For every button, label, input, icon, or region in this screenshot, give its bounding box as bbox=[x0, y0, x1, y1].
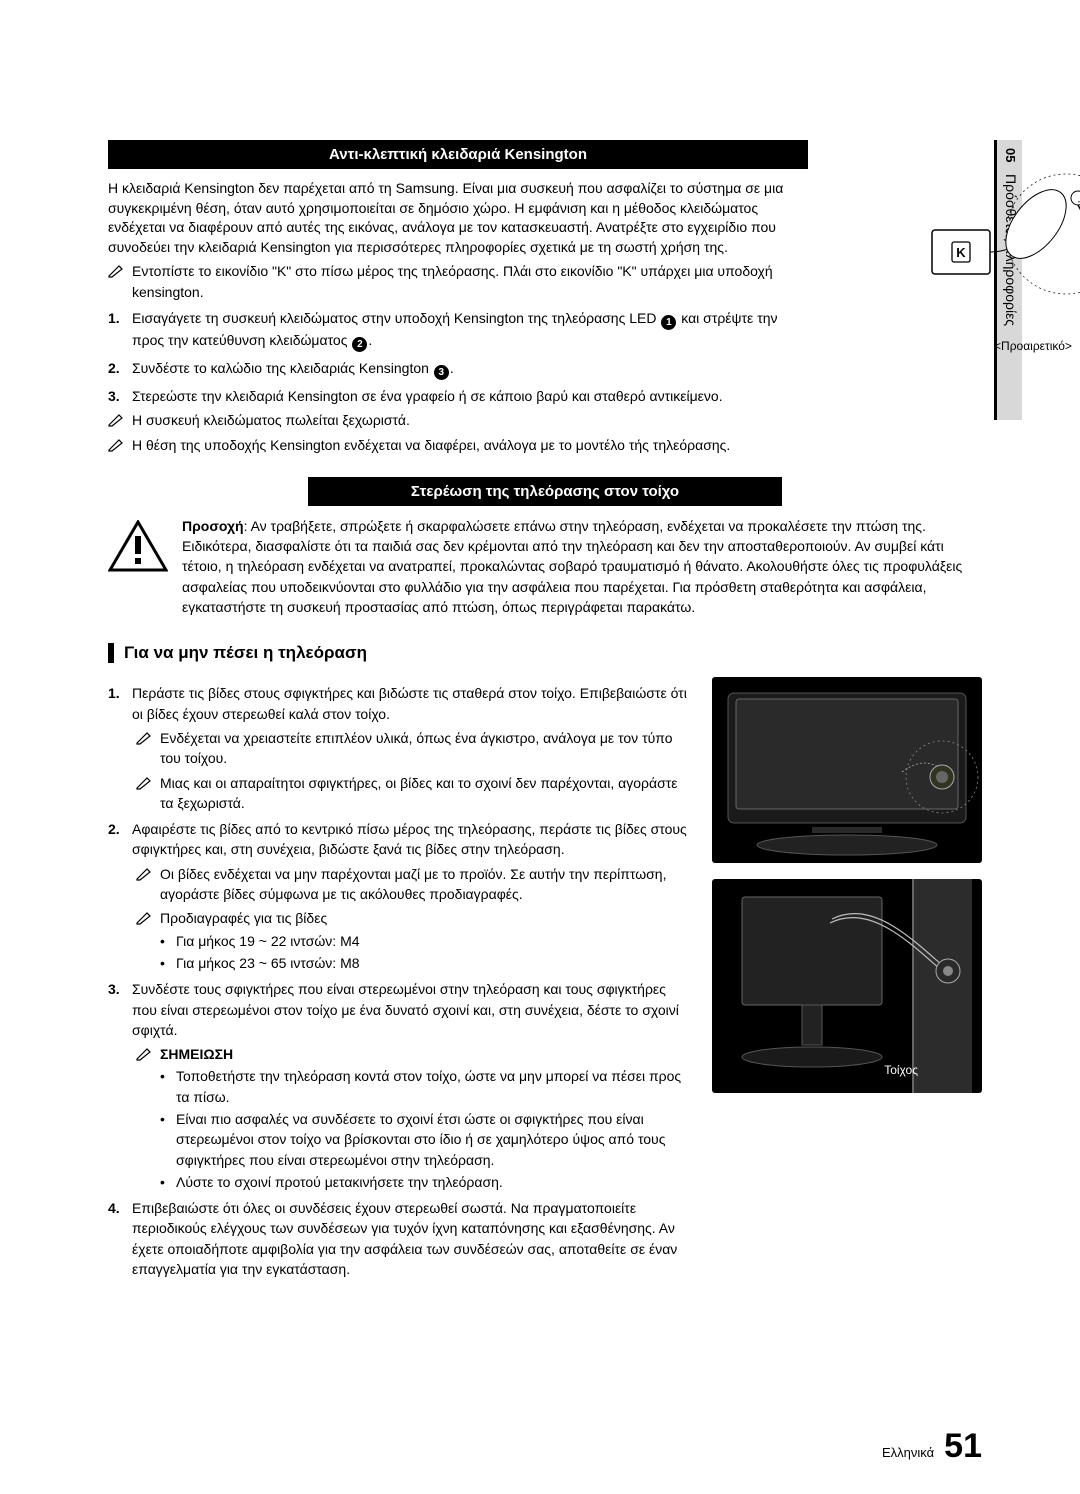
sec3-li2-n1: Οι βίδες ενδέχεται να μην παρέχονται μαζ… bbox=[160, 864, 692, 905]
sec1-li2: Συνδέστε το καλώδιο της κλειδαριάς Kensi… bbox=[132, 358, 454, 380]
sec1-note0: Εντοπίστε το εικονίδιο "K" στο πίσω μέρο… bbox=[132, 261, 808, 302]
sec3-n3-b1: Τοποθετήστε την τηλεόραση κοντά στον τοί… bbox=[176, 1066, 692, 1107]
sec3-li4: Επιβεβαιώστε ότι όλες οι συνδέσεις έχουν… bbox=[132, 1198, 692, 1279]
sec3-li1: Περάστε τις βίδες στους σφιγκτήρες και β… bbox=[132, 683, 692, 724]
sec3-li2: Αφαιρέστε τις βίδες από το κεντρικό πίσω… bbox=[132, 819, 692, 860]
svg-text:K: K bbox=[956, 245, 966, 260]
sec2-banner: Στερέωση της τηλεόρασης στον τοίχο bbox=[308, 477, 782, 506]
pen-icon bbox=[136, 773, 160, 814]
sec3-n3-b2: Είναι πιο ασφαλές να συνδέσετε το σχοινί… bbox=[176, 1109, 692, 1170]
sec1-li3: Στερεώστε την κλειδαριά Kensington σε έν… bbox=[132, 386, 723, 406]
bullet: • bbox=[160, 1109, 176, 1170]
sec3-li1-n2: Μιας και οι απαραίτητοι σφιγκτήρες, οι β… bbox=[160, 773, 692, 814]
pen-icon bbox=[136, 728, 160, 769]
list-num: 2. bbox=[108, 819, 132, 860]
list-num: 3. bbox=[108, 979, 132, 1040]
diagram-caption: <Προαιρετικό> bbox=[928, 339, 1080, 353]
page-footer: Ελληνικά 51 bbox=[882, 1427, 982, 1466]
pen-icon bbox=[136, 864, 160, 905]
pen-icon bbox=[108, 261, 132, 302]
sec1-li1: Εισαγάγετε τη συσκευή κλειδώματος στην υ… bbox=[132, 308, 808, 352]
sec3-li2-b1: Για μήκος 19 ~ 22 ιντσών: M4 bbox=[176, 931, 360, 951]
sec3-li2-b2: Για μήκος 23 ~ 65 ιντσών: M8 bbox=[176, 953, 360, 973]
list-num: 2. bbox=[108, 358, 132, 380]
sec1-note2: Η θέση της υποδοχής Kensington ενδέχεται… bbox=[132, 435, 730, 455]
pen-icon bbox=[136, 908, 160, 928]
tv-wall-diagram: Τοίχος bbox=[712, 879, 982, 1093]
sec3-title: Για να μην πέσει η τηλεόραση bbox=[108, 643, 982, 663]
bullet: • bbox=[160, 953, 176, 973]
page-number: 51 bbox=[944, 1427, 982, 1466]
list-num: 3. bbox=[108, 386, 132, 406]
sec1-banner: Αντι-κλεπτική κλειδαριά Kensington bbox=[108, 140, 808, 169]
sec3-li3: Συνδέστε τους σφιγκτήρες που είναι στερε… bbox=[132, 979, 692, 1040]
sec3-li1-n1: Ενδέχεται να χρειαστείτε επιπλέον υλικά,… bbox=[160, 728, 692, 769]
pen-icon bbox=[108, 410, 132, 430]
warning-text: Προσοχή: Αν τραβήξετε, σπρώξετε ή σκαρφα… bbox=[182, 516, 982, 617]
bullet: • bbox=[160, 1172, 176, 1192]
pen-icon bbox=[136, 1044, 160, 1064]
note-label: ΣΗΜΕΙΩΣΗ bbox=[160, 1044, 233, 1064]
sec1-note1: Η συσκευή κλειδώματος πωλείται ξεχωριστά… bbox=[132, 410, 410, 430]
list-num: 4. bbox=[108, 1198, 132, 1279]
tv-front-diagram bbox=[712, 677, 982, 863]
sec3-li2-n2: Προδιαγραφές για τις βίδες bbox=[160, 908, 327, 928]
sec3-n3-b3: Λύστε το σχοινί προτού μετακινήσετε την … bbox=[176, 1172, 503, 1192]
list-num: 1. bbox=[108, 683, 132, 724]
list-num: 1. bbox=[108, 308, 132, 352]
wall-label: Τοίχος bbox=[884, 1063, 918, 1077]
pen-icon bbox=[108, 435, 132, 455]
sec1-intro: Η κλειδαριά Kensington δεν παρέχεται από… bbox=[108, 179, 808, 257]
warning-icon bbox=[108, 516, 168, 617]
bullet: • bbox=[160, 931, 176, 951]
footer-lang: Ελληνικά bbox=[882, 1445, 934, 1460]
bullet: • bbox=[160, 1066, 176, 1107]
kensington-diagram: K 1 2 3 <Προαιρετικό> bbox=[928, 160, 1080, 353]
